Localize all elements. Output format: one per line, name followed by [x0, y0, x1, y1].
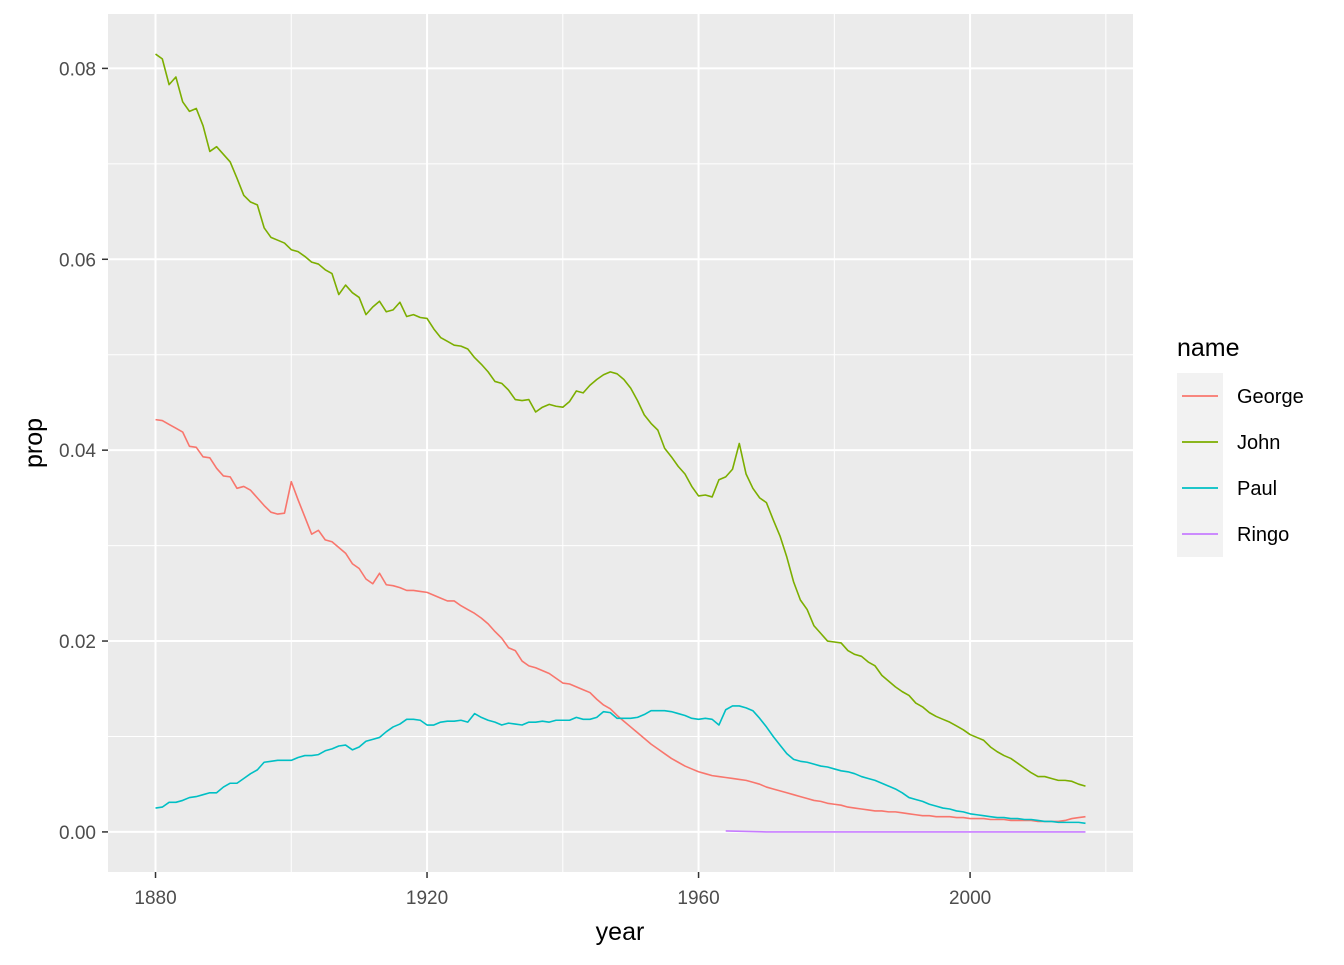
y-tick-label: 0.08 [59, 59, 96, 80]
x-tick-label: 1960 [677, 888, 719, 909]
plot-panel [108, 14, 1133, 872]
y-tick-label: 0.00 [59, 823, 96, 844]
y-tick-label: 0.06 [59, 250, 96, 271]
legend-label-ringo: Ringo [1237, 524, 1289, 546]
y-axis-title: prop [20, 418, 48, 468]
legend-label-john: John [1237, 432, 1280, 454]
legend-label-paul: Paul [1237, 478, 1277, 500]
minor-gridlines [108, 14, 1133, 872]
x-axis-title: year [596, 918, 645, 946]
x-tick-label: 1920 [406, 888, 448, 909]
x-tick-label: 2000 [949, 888, 991, 909]
series-line-paul [155, 705, 1086, 825]
legend: name George John Paul Ringo [1177, 334, 1304, 557]
legend-label-george: George [1237, 386, 1304, 408]
x-tick-label: 1880 [134, 888, 176, 909]
y-tick-label: 0.02 [59, 632, 96, 653]
series-line-ringo [725, 830, 1086, 833]
axes: 1880 1920 1960 2000 0.00 0.02 0.04 0.06 0.08 [59, 59, 991, 909]
y-tick-label: 0.04 [59, 441, 96, 462]
legend-title: name [1177, 334, 1240, 362]
series-line-john [155, 53, 1086, 787]
legend-items: George John Paul Ringo [1177, 373, 1304, 557]
series-layer [155, 53, 1086, 833]
